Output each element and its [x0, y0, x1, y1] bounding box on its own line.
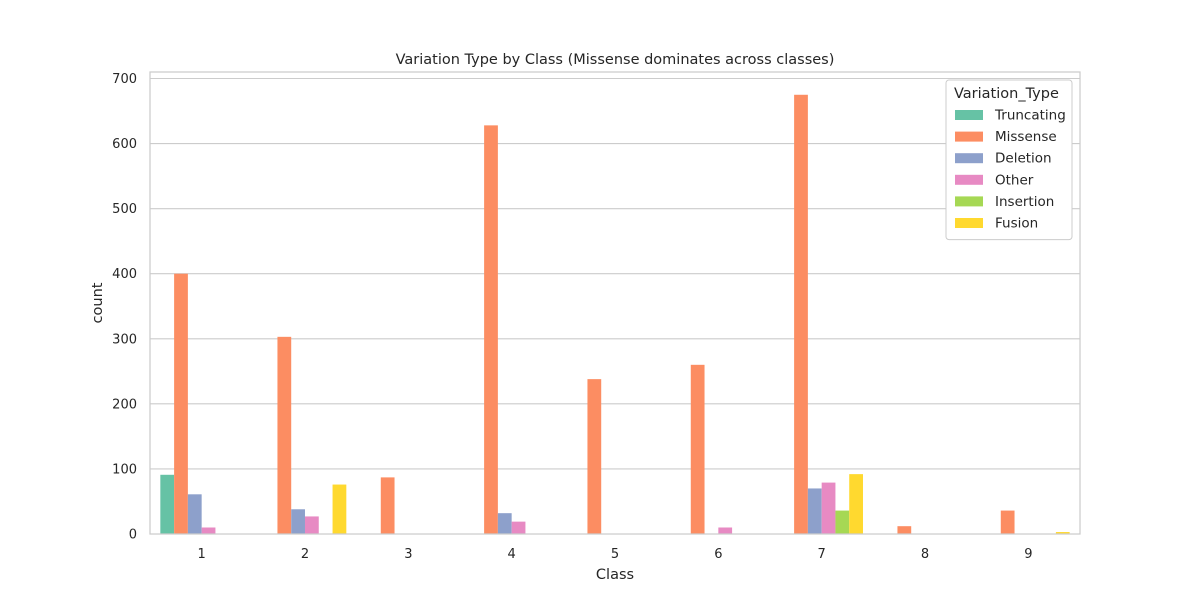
x-tick-label: 5	[611, 547, 619, 562]
y-tick-label: 100	[112, 462, 137, 477]
bar-other-class-1	[201, 527, 216, 534]
bar-missense-class-3	[380, 477, 395, 534]
legend-label-insertion: Insertion	[995, 194, 1054, 210]
x-tick-label: 6	[714, 547, 722, 562]
bars	[160, 94, 1070, 534]
bar-other-class-7	[821, 482, 836, 534]
bar-missense-class-2	[277, 336, 292, 534]
x-tick-label: 1	[198, 547, 206, 562]
y-tick-label: 500	[112, 202, 137, 217]
bar-missense-class-5	[587, 379, 602, 534]
legend-swatch-fusion	[955, 218, 983, 228]
y-tick-labels: 0 100 200 300 400 500 600 700	[112, 72, 137, 542]
legend-swatch-missense	[955, 131, 983, 142]
bar-other-class-4	[511, 521, 526, 534]
bar-fusion-class-7	[849, 474, 863, 534]
bar-truncating-class-1	[160, 474, 175, 534]
x-tick-label: 2	[301, 547, 309, 562]
legend-swatch-truncating	[955, 110, 983, 120]
legend: Variation_Type Truncating Missense Deletio…	[945, 79, 1073, 241]
bar-missense-class-9	[1000, 510, 1015, 534]
bar-deletion-class-1	[187, 494, 202, 534]
y-tick-label: 200	[112, 397, 137, 412]
x-axis-label: Class	[596, 567, 634, 583]
legend-label-other: Other	[995, 172, 1034, 188]
bar-missense-class-6	[690, 364, 705, 534]
bar-other-class-6	[718, 527, 733, 534]
x-tick-label: 7	[818, 547, 826, 562]
y-tick-label: 0	[129, 528, 137, 543]
legend-title: Variation_Type	[954, 86, 1059, 102]
chart-title: Variation Type by Class (Missense domina…	[396, 52, 835, 68]
bar-other-class-2	[305, 516, 319, 534]
bar-deletion-class-4	[497, 513, 512, 534]
plot-frame	[149, 71, 1081, 535]
x-tick-label: 9	[1024, 547, 1032, 562]
bar-missense-class-1	[174, 273, 188, 534]
y-tick-label: 600	[112, 137, 137, 152]
legend-swatch-deletion	[955, 153, 983, 164]
bar-fusion-class-9	[1055, 532, 1070, 534]
legend-label-fusion: Fusion	[995, 216, 1038, 232]
y-axis-label: count	[90, 282, 106, 323]
legend-swatch-other	[955, 174, 983, 185]
bar-insertion-class-7	[835, 510, 850, 534]
bar-missense-class-8	[897, 526, 912, 534]
legend-swatch-insertion	[955, 196, 983, 207]
bar-fusion-class-2	[332, 484, 347, 534]
bar-missense-class-4	[484, 125, 498, 534]
x-tick-label: 4	[508, 547, 516, 562]
legend-label-truncating: Truncating	[994, 108, 1066, 124]
x-tick-labels: 1 2 3 4 5 6 7 8 9	[198, 547, 1033, 562]
x-tick-label: 3	[404, 547, 412, 562]
legend-label-missense: Missense	[995, 129, 1057, 145]
y-tick-label: 400	[112, 267, 137, 282]
bar-missense-class-7	[794, 94, 808, 534]
bar-deletion-class-7	[807, 488, 822, 534]
legend-label-deletion: Deletion	[995, 151, 1052, 167]
legend-items: Truncating Missense Deletion Other Insertion…	[955, 108, 1066, 232]
gridlines	[150, 77, 1080, 535]
y-tick-label: 700	[112, 72, 137, 87]
x-tick-label: 8	[921, 547, 929, 562]
y-tick-label: 300	[112, 332, 137, 347]
bar-deletion-class-2	[291, 509, 305, 534]
